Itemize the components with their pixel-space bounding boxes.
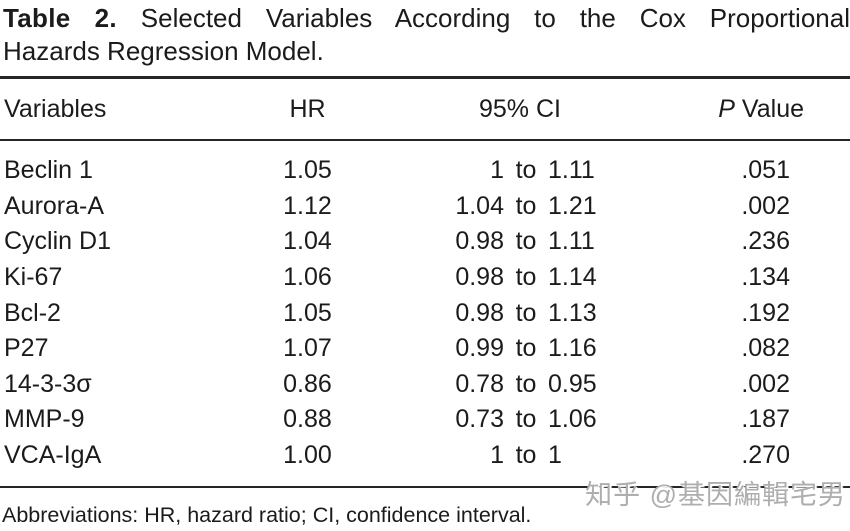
hr-value-cell: 1.04 [283, 227, 332, 256]
table-row: MMP-9 0.88 0.73 to 1.06 .187 [0, 402, 850, 438]
variable-name-cell: VCA-IgA [4, 441, 102, 470]
table-body: Beclin 1 1.05 1 to 1.11 .051 Aurora-A 1.12 1.04 t… [0, 141, 850, 486]
p-value-cell: .002 [741, 191, 790, 220]
ci-to-word: to [515, 405, 537, 434]
ci-lower-bound: 0.73 [455, 405, 504, 434]
table-caption-line2: Hazards Regression Model. [3, 36, 324, 66]
ci-upper-bound: 1.16 [548, 334, 597, 363]
ci-value-cell: 0.98 to 1.14 [380, 263, 660, 292]
hr-value-cell: 0.86 [283, 369, 332, 398]
ci-value-cell: 1 to 1 [380, 441, 660, 470]
table-row: Ki-67 1.06 0.98 to 1.14 .134 [0, 260, 850, 296]
ci-upper-bound: 1.21 [548, 191, 597, 220]
hr-value-cell: 1.12 [283, 191, 332, 220]
ci-lower-bound: 0.78 [455, 369, 504, 398]
p-value-cell: .051 [741, 156, 790, 185]
ci-upper-bound: 1.11 [548, 156, 595, 185]
ci-lower-bound: 1.04 [455, 191, 504, 220]
table-row: Beclin 1 1.05 1 to 1.11 .051 [0, 153, 850, 189]
ci-value-cell: 0.98 to 1.13 [380, 299, 660, 328]
p-value-italic-p: P [718, 94, 735, 123]
ci-lower-bound: 1 [490, 441, 504, 470]
variable-name-cell: P27 [4, 334, 49, 363]
table-row: VCA-IgA 1.00 1 to 1 .270 [0, 438, 850, 474]
variable-name-cell: 14-3-3σ [4, 369, 92, 398]
table-caption-line1: Table 2. Selected Variables According to… [3, 2, 850, 35]
p-value-cell: .270 [741, 441, 790, 470]
hr-value-cell: 1.00 [283, 441, 332, 470]
ci-value-cell: 1.04 to 1.21 [380, 192, 660, 221]
p-value-cell: .236 [741, 227, 790, 256]
ci-upper-bound: 1.06 [548, 405, 597, 434]
hr-value-cell: 0.88 [283, 405, 332, 434]
variable-name-cell: Aurora-A [4, 191, 105, 220]
ci-to-word: to [515, 263, 537, 292]
ci-to-word: to [515, 369, 537, 398]
hr-value-cell: 1.05 [283, 298, 332, 327]
ci-value-cell: 0.78 to 0.95 [380, 370, 660, 399]
ci-to-word: to [515, 441, 537, 470]
ci-to-word: to [515, 298, 537, 327]
hr-value-cell: 1.06 [283, 263, 332, 292]
ci-value-cell: 0.98 to 1.11 [380, 227, 660, 256]
ci-lower-bound: 0.98 [455, 263, 504, 292]
p-value-cell: .134 [741, 263, 790, 292]
bottom-rule [0, 486, 850, 489]
ci-value-cell: 0.73 to 1.06 [380, 405, 660, 434]
variable-name-cell: Ki-67 [4, 263, 63, 292]
header-divider-rule [0, 139, 850, 141]
ci-lower-bound: 1 [490, 156, 504, 185]
p-value-rest: Value [734, 94, 804, 123]
table-caption: Table 2. Selected Variables According to… [0, 0, 850, 68]
ci-upper-bound: 1.14 [548, 263, 597, 292]
variable-name-cell: Bcl-2 [4, 298, 61, 327]
p-value-cell: .002 [741, 369, 790, 398]
table-row: 14-3-3σ 0.86 0.78 to 0.95 .002 [0, 367, 850, 403]
ci-lower-bound: 0.99 [455, 334, 504, 363]
ci-upper-bound: 0.95 [548, 369, 597, 398]
ci-to-word: to [515, 227, 537, 256]
col-header-ci: 95% CI [479, 94, 561, 123]
ci-lower-bound: 0.98 [455, 227, 504, 256]
p-value-cell: .187 [741, 405, 790, 434]
variable-name-cell: Beclin 1 [4, 156, 93, 185]
top-rule [0, 76, 850, 79]
table-caption-text: Selected Variables According to the Cox … [140, 3, 850, 33]
ci-value-cell: 1 to 1.11 [380, 156, 660, 185]
ci-to-word: to [515, 334, 537, 363]
col-header-pvalue: P Value [660, 95, 850, 124]
p-value-cell: .192 [741, 298, 790, 327]
ci-value-cell: 0.99 to 1.16 [380, 334, 660, 363]
p-value-cell: .082 [741, 334, 790, 363]
zhihu-watermark: 知乎 @基因編輯宅男 [585, 480, 846, 510]
ci-upper-bound: 1 [548, 441, 562, 470]
hr-value-cell: 1.05 [283, 156, 332, 185]
hr-value-cell: 1.07 [283, 334, 332, 363]
table-row: Aurora-A 1.12 1.04 to 1.21 .002 [0, 189, 850, 225]
ci-upper-bound: 1.11 [548, 227, 595, 256]
col-header-variables: Variables [4, 94, 107, 123]
table-header-row: Variables HR 95% CI P Value [0, 79, 850, 139]
table-row: Bcl-2 1.05 0.98 to 1.13 .192 [0, 295, 850, 331]
variable-name-cell: MMP-9 [4, 405, 85, 434]
table-row: Cyclin D1 1.04 0.98 to 1.11 .236 [0, 224, 850, 260]
ci-to-word: to [515, 156, 537, 185]
abbreviations-footnote: Abbreviations: HR, hazard ratio; CI, con… [2, 503, 532, 528]
table-number-label: Table 2. [3, 3, 117, 33]
ci-to-word: to [515, 191, 537, 220]
ci-upper-bound: 1.13 [548, 298, 597, 327]
col-header-hr: HR [289, 94, 326, 123]
table-row: P27 1.07 0.99 to 1.16 .082 [0, 331, 850, 367]
variable-name-cell: Cyclin D1 [4, 227, 111, 256]
ci-lower-bound: 0.98 [455, 298, 504, 327]
